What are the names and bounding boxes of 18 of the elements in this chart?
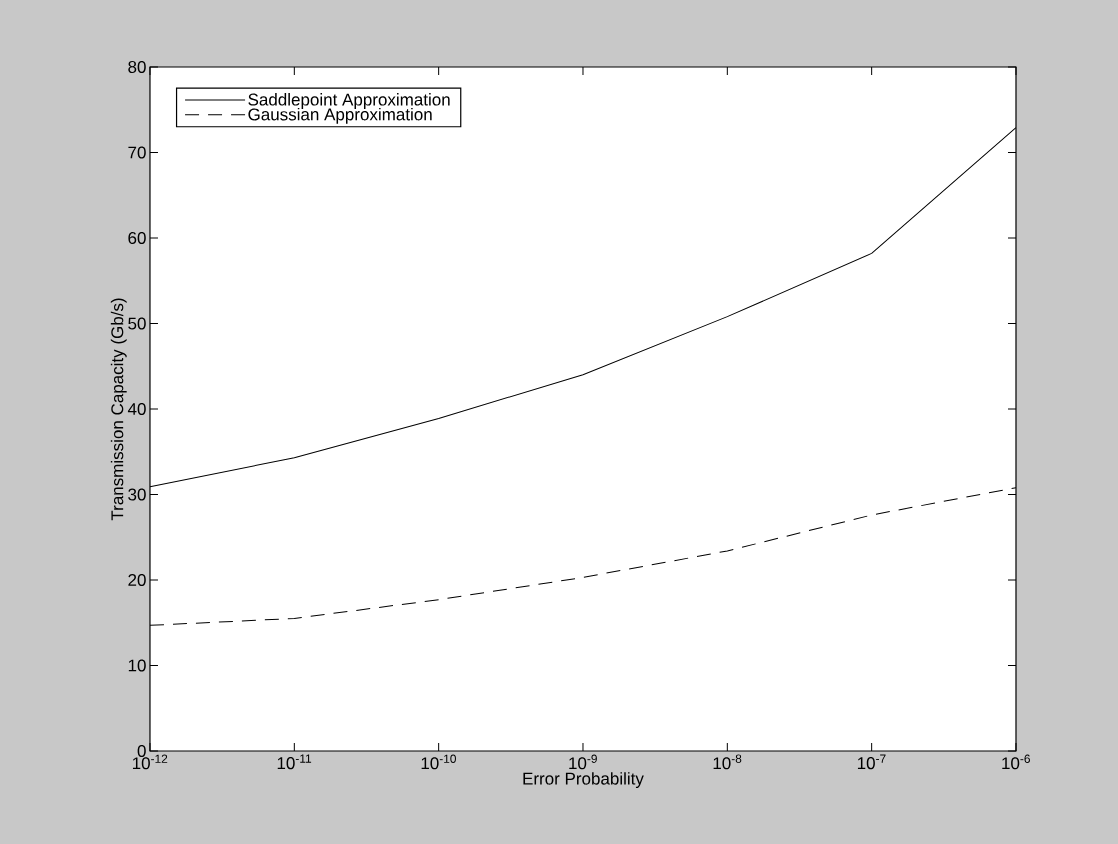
- y-tick-label: 20: [128, 573, 146, 587]
- x-tick-label: 10$^{-7}$: [857, 754, 886, 770]
- x-axis-title: Error Probability: [523, 772, 644, 788]
- y-tick-label: 40: [127, 402, 146, 416]
- y-tick-label: 50: [128, 317, 146, 330]
- y-tick-label: 80: [128, 60, 146, 74]
- x-tick-label: 10$^{-10}$: [421, 754, 456, 770]
- y-tick-label: 10: [128, 659, 146, 672]
- x-tick-label: 10$^{-11}$: [277, 754, 312, 770]
- y-tick-label: 30: [128, 488, 146, 501]
- x-tick-label: 10$^{-6}$: [1002, 754, 1030, 770]
- x-tick-label: 10$^{-9}$: [569, 754, 597, 770]
- legend-label: Gaussian Approximation: [248, 107, 432, 124]
- y-tick-label: 60: [128, 231, 146, 245]
- legend-label: Saddlepoint Approximation: [248, 93, 450, 109]
- y-tick-label: 70: [128, 146, 146, 159]
- y-axis-title: Transmission Capacity (Gb/s): [110, 298, 127, 521]
- x-tick-label: 10$^{-8}$: [713, 754, 742, 770]
